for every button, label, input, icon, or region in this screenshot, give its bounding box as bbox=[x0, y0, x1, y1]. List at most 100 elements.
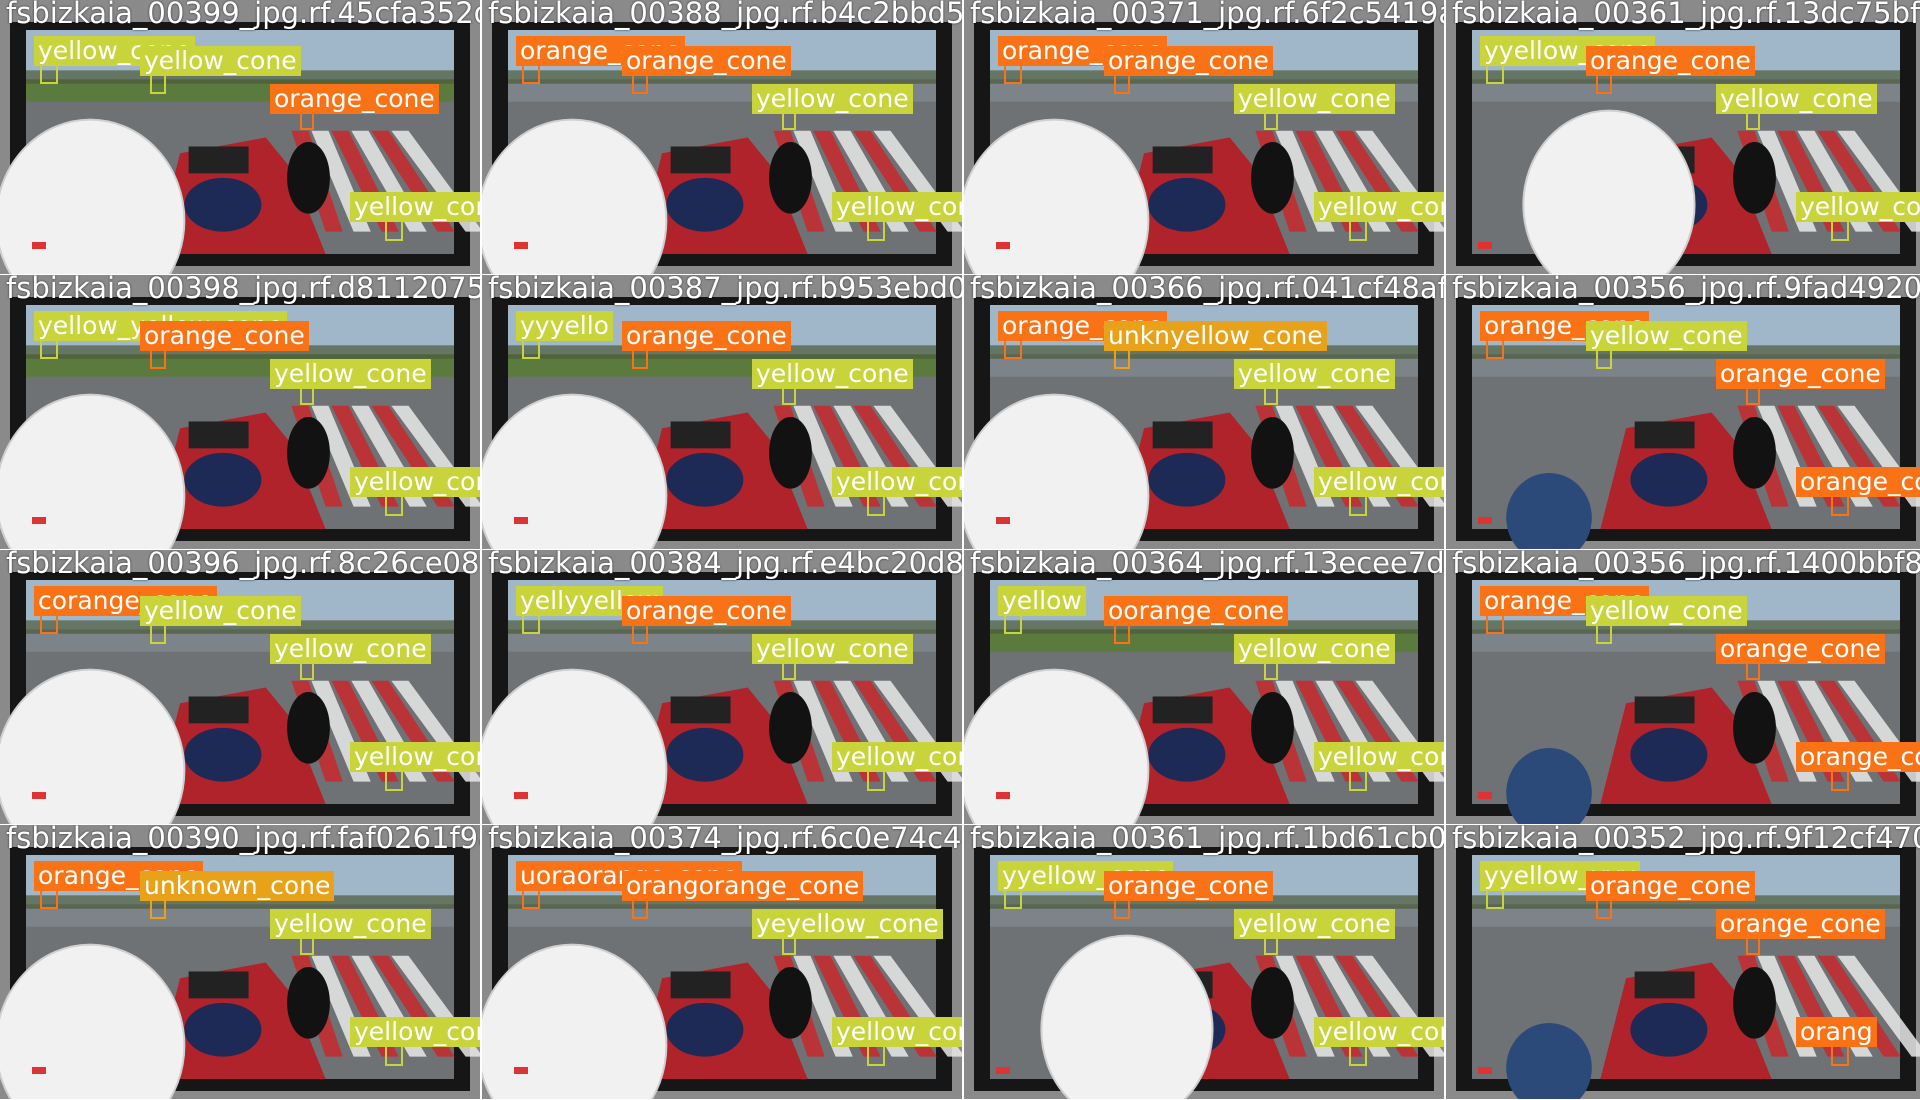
cone-label: yellow bbox=[998, 586, 1086, 616]
detection-layer: yellow oorange_cone yellow_cone yellow_cone bbox=[964, 550, 1444, 824]
cone-label: orange_cone bbox=[1716, 909, 1885, 939]
cone-label: yellow_cone bbox=[752, 634, 913, 664]
image-filename: fsbizkaia_00366_jpg.rf.041cf48af6603fa72… bbox=[970, 275, 1444, 305]
cone-label: yellow_cone bbox=[140, 596, 301, 626]
cone-label: yeyellow_cone bbox=[752, 909, 943, 939]
cone-label: orange_cone bbox=[270, 84, 439, 114]
camera-frame bbox=[482, 275, 962, 549]
cone-label: yellow_cone bbox=[1234, 634, 1395, 664]
detection-layer: orange_cone yellow_cone orange_cone orange_… bbox=[1446, 550, 1920, 824]
cone-label: yellow_cone bbox=[832, 1017, 962, 1047]
cone-label: yyyello bbox=[516, 311, 613, 341]
cone-label: yellow_cone bbox=[1234, 909, 1395, 939]
image-filename: fsbizkaia_00384_jpg.rf.e4bc20d8d1e5b8b82… bbox=[488, 550, 962, 580]
detection-layer: orange_cone unknyellow_cone yellow_cone yel… bbox=[964, 275, 1444, 549]
detection-layer: uoraorange_coneorangorange_coneyeyellow_… bbox=[482, 825, 962, 1099]
image-tile: yellyyellow orange_cone yellow_cone yellow_… bbox=[482, 550, 962, 824]
cone-label: yellow_cone bbox=[1234, 359, 1395, 389]
cone-label: orange_cone bbox=[1796, 742, 1920, 772]
detection-layer: orange_cone unknown_cone yellow_cone yellow… bbox=[0, 825, 480, 1099]
cone-label: yellow_cone bbox=[270, 634, 431, 664]
cone-label: yellow_cone bbox=[350, 742, 480, 772]
detection-layer: yyellow_yyy orange_cone orange_cone orang bbox=[1446, 825, 1920, 1099]
cone-label: orange_cone bbox=[622, 596, 791, 626]
detection-layer: yellyyellow orange_cone yellow_cone yellow_… bbox=[482, 550, 962, 824]
cone-label: yellow_cone bbox=[1586, 321, 1747, 351]
detection-layer: yyellow_cone orange_cone yellow_cone yellow… bbox=[1446, 0, 1920, 274]
image-tile: yellow oorange_cone yellow_cone yellow_cone… bbox=[964, 550, 1444, 824]
image-tile: yyellow_cone orange_cone yellow_cone yellow… bbox=[1446, 0, 1920, 274]
image-tile: yyyello orange_cone yellow_cone yellow_cone… bbox=[482, 275, 962, 549]
image-tile: orange_cone orange_cone yellow_cone yellow_… bbox=[964, 0, 1444, 274]
detection-layer: orange_cone orange_cone yellow_cone yellow_… bbox=[482, 0, 962, 274]
image-tile: corange_cone yellow_cone yellow_cone yellow… bbox=[0, 550, 480, 824]
cone-label: oorange_cone bbox=[1104, 596, 1289, 626]
cone-label: orange_cone bbox=[1716, 359, 1885, 389]
detection-layer: yellow_cone yellow_cone orange_cone yellow_… bbox=[0, 0, 480, 274]
image-filename: fsbizkaia_00356_jpg.rf.1400bbf8cf3 bbox=[1452, 550, 1920, 580]
cone-label: orang bbox=[1796, 1017, 1877, 1047]
image-tile: yellow_yellow_coneorange_coneyellow_cone… bbox=[0, 275, 480, 549]
image-filename: fsbizkaia_00361_jpg.rf.13dc75bfffed bbox=[1452, 0, 1920, 30]
image-tile: orange_cone yellow_cone orange_cone orange_… bbox=[1446, 275, 1920, 549]
cone-label: yellow_cone bbox=[350, 1017, 480, 1047]
image-filename: fsbizkaia_00371_jpg.rf.6f2c5419ad2f54a7d… bbox=[970, 0, 1444, 30]
image-filename: fsbizkaia_00396_jpg.rf.8c26ce0806387e1b4 bbox=[6, 550, 480, 580]
cone-label: yellow_cone bbox=[1314, 1017, 1444, 1047]
cone-label: orange_cone bbox=[1104, 46, 1273, 76]
cone-label: yellow_cone bbox=[1314, 742, 1444, 772]
cone-label: yellow_cone bbox=[752, 359, 913, 389]
cone-label: yellow_cone bbox=[270, 359, 431, 389]
cone-label: yellow_cone bbox=[832, 467, 962, 497]
image-tile: orange_cone unknyellow_cone yellow_cone yel… bbox=[964, 275, 1444, 549]
cone-label: yellow_cone bbox=[832, 742, 962, 772]
image-tile: uoraorange_coneorangorange_coneyeyellow_… bbox=[482, 825, 962, 1099]
cone-label: orange_cone bbox=[1104, 871, 1273, 901]
cone-label: orange_cone bbox=[1716, 634, 1885, 664]
cone-label: orange_cone bbox=[622, 321, 791, 351]
image-tile: yyellow_cone orange_cone yellow_cone yellow… bbox=[964, 825, 1444, 1099]
cone-label: orangorange_cone bbox=[622, 871, 864, 901]
cone-label: yellow_cone bbox=[350, 192, 480, 222]
detection-layer: yellow_yellow_coneorange_coneyellow_cone… bbox=[0, 275, 480, 549]
image-filename: fsbizkaia_00388_jpg.rf.b4c2bbd5bfd5bdd98 bbox=[488, 0, 962, 30]
image-filename: fsbizkaia_00374_jpg.rf.6c0e74c4b1f35f793… bbox=[488, 825, 962, 855]
image-filename: fsbizkaia_00398_jpg.rf.d81120757edf75783 bbox=[6, 275, 480, 305]
cone-label: yellow_cone bbox=[350, 467, 480, 497]
cone-label: yellow_cone bbox=[1716, 84, 1877, 114]
cone-label: unknyellow_cone bbox=[1104, 321, 1327, 351]
image-tile: yyellow_yyy orange_cone orange_cone orang fs… bbox=[1446, 825, 1920, 1099]
camera-frame bbox=[1446, 0, 1920, 274]
detection-layer: orange_cone yellow_cone orange_cone orange_… bbox=[1446, 275, 1920, 549]
detection-layer: yyyello orange_cone yellow_cone yellow_cone bbox=[482, 275, 962, 549]
cone-label: yellow_cone bbox=[140, 46, 301, 76]
camera-frame bbox=[0, 0, 480, 274]
cone-label: yellow_cone bbox=[1314, 467, 1444, 497]
detection-layer: yyellow_cone orange_cone yellow_cone yellow… bbox=[964, 825, 1444, 1099]
cone-label: orange_cone bbox=[1586, 46, 1755, 76]
cone-label: yellow_cone bbox=[752, 84, 913, 114]
image-tile: orange_cone unknown_cone yellow_cone yellow… bbox=[0, 825, 480, 1099]
cone-label: orange_cone bbox=[622, 46, 791, 76]
camera-frame bbox=[964, 825, 1444, 1099]
image-tile: yellow_cone yellow_cone orange_cone yellow_… bbox=[0, 0, 480, 274]
image-filename: fsbizkaia_00356_jpg.rf.9fad4920dc9 bbox=[1452, 275, 1920, 305]
cone-label: yellow_cone bbox=[1586, 596, 1747, 626]
cone-label: orange_cone bbox=[140, 321, 309, 351]
cone-label: unknown_cone bbox=[140, 871, 335, 901]
cone-label: yellow_cone bbox=[1796, 192, 1920, 222]
cone-label: yellow_cone bbox=[270, 909, 431, 939]
image-filename: fsbizkaia_00390_jpg.rf.faf0261f98d1f45bf bbox=[6, 825, 480, 855]
image-filename: fsbizkaia_00387_jpg.rf.b953ebd066f5a0b1a bbox=[488, 275, 962, 305]
detection-layer: orange_cone orange_cone yellow_cone yellow_… bbox=[964, 0, 1444, 274]
cone-label: yellow_cone bbox=[832, 192, 962, 222]
image-tile: orange_cone orange_cone yellow_cone yellow_… bbox=[482, 0, 962, 274]
image-filename: fsbizkaia_00364_jpg.rf.13ecee7dafaf2b52a… bbox=[970, 550, 1444, 580]
image-tile: orange_cone yellow_cone orange_cone orange_… bbox=[1446, 550, 1920, 824]
cone-label: orange_cone bbox=[1796, 467, 1920, 497]
image-filename: fsbizkaia_00352_jpg.rf.9f12cf47016 bbox=[1452, 825, 1920, 855]
image-filename: fsbizkaia_00399_jpg.rf.45cfa352de1fb4200 bbox=[6, 0, 480, 30]
cone-label: orange_cone bbox=[1586, 871, 1755, 901]
cone-label: yyellow_cone bbox=[1480, 36, 1656, 66]
